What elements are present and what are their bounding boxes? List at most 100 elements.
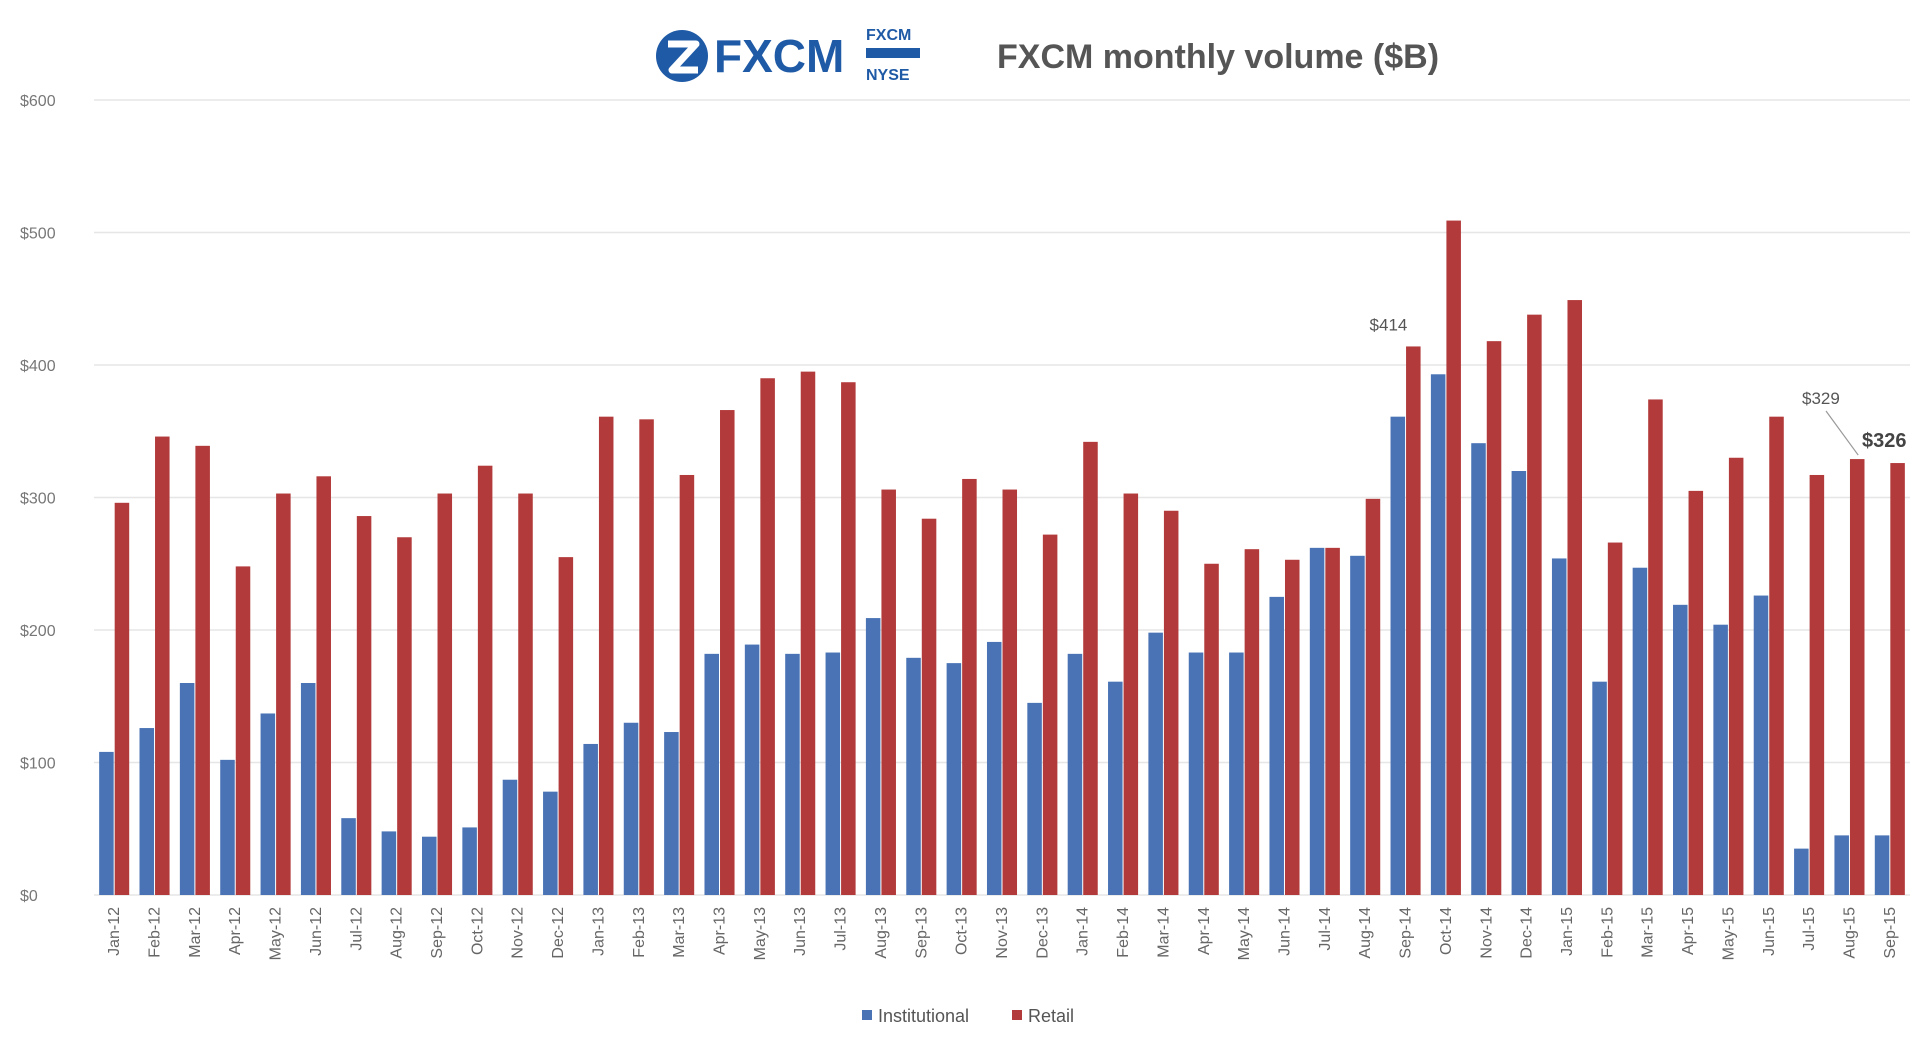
bar-institutional (300, 683, 316, 895)
x-tick-label: Jan-14 (1075, 907, 1092, 956)
bar-retail (1728, 457, 1744, 895)
logo-brand: FXCM (714, 30, 844, 82)
x-tick-label: Apr-12 (227, 907, 244, 955)
x-tick-label: Jun-13 (792, 907, 809, 956)
bar-retail (598, 416, 614, 895)
bar-institutional (1108, 681, 1123, 895)
bar-institutional (421, 836, 437, 895)
bar-institutional (1027, 702, 1042, 895)
fxcm-logo: FXCM FXCM NYSE (656, 27, 920, 84)
bar-retail (1849, 459, 1865, 895)
bar-institutional (260, 713, 276, 895)
x-tick-label: Mar-15 (1640, 907, 1657, 958)
x-tick-label: Jan-12 (106, 907, 123, 956)
bar-institutional (1188, 652, 1204, 895)
legend-label-retail: Retail (1028, 1006, 1074, 1026)
x-tick-label: Mar-13 (671, 907, 688, 958)
x-tick-label: Mar-12 (187, 907, 204, 958)
bar-institutional (1350, 555, 1365, 895)
bar-retail (841, 382, 856, 896)
bar-institutional (1067, 653, 1083, 895)
bars (99, 220, 1905, 896)
x-tick-label: Dec-12 (550, 907, 567, 959)
bar-retail (1002, 489, 1018, 895)
x-tick-label: Feb-13 (631, 907, 648, 958)
bar-retail (679, 474, 695, 895)
logo-z-icon (668, 40, 700, 74)
x-tick-label: Nov-14 (1478, 907, 1495, 959)
bar-retail (881, 489, 896, 895)
x-tick-label: Mar-14 (1155, 907, 1172, 958)
annotations: $414 $329 $326 (1370, 315, 1907, 456)
bar-retail (114, 502, 130, 895)
x-tick-label: Jan-15 (1559, 907, 1576, 956)
bar-retail (1284, 559, 1300, 895)
x-tick-label: Jan-13 (590, 907, 607, 956)
bar-institutional (1834, 835, 1849, 895)
bar-retail (1163, 510, 1179, 895)
bar-retail (1486, 341, 1502, 895)
x-tick-label: Jun-12 (308, 907, 325, 956)
bar-institutional (1229, 652, 1244, 895)
bar-institutional (1753, 595, 1769, 895)
x-tick-label: Dec-14 (1519, 907, 1536, 959)
bar-retail (558, 557, 574, 895)
bar-retail (1406, 346, 1421, 895)
bar-institutional (1713, 624, 1728, 895)
x-tick-label: Feb-15 (1599, 907, 1616, 958)
y-tick-label: $600 (20, 93, 56, 110)
annotation-label: $414 (1370, 315, 1408, 334)
bar-retail (760, 378, 775, 895)
x-tick-label: Nov-13 (994, 907, 1011, 959)
x-tick-label: Nov-12 (510, 907, 527, 959)
bar-retail (1607, 542, 1623, 895)
bar-retail (477, 465, 493, 895)
legend-swatch-institutional (862, 1010, 872, 1020)
bar-institutional (1673, 604, 1688, 895)
bar-retail (1769, 416, 1784, 895)
annotation-leader-line (1825, 410, 1859, 456)
legend-label-institutional: Institutional (878, 1006, 969, 1026)
bar-retail (235, 566, 251, 895)
y-axis-ticks: $0 $100 $200 $300 $400 $500 $600 (20, 93, 56, 905)
bar-institutional (341, 818, 356, 895)
x-tick-label: Feb-12 (147, 907, 164, 958)
bar-institutional (623, 722, 639, 895)
bar-institutional (1309, 547, 1325, 895)
bar-retail (1204, 563, 1219, 895)
bar-institutional (1794, 848, 1809, 895)
bar-retail (1244, 549, 1260, 895)
bar-institutional (462, 827, 477, 895)
bar-retail (1688, 490, 1704, 895)
bar-retail (1083, 441, 1098, 895)
bar-institutional (502, 779, 518, 895)
x-tick-label: Jul-12 (348, 907, 365, 951)
y-tick-label: $0 (20, 888, 38, 905)
x-tick-label: Apr-14 (1196, 907, 1213, 955)
grid-lines (94, 99, 1910, 896)
x-tick-label: May-15 (1720, 907, 1737, 960)
x-tick-label: Apr-13 (712, 907, 729, 955)
bar-institutional (543, 791, 558, 895)
x-tick-label: May-13 (752, 907, 769, 960)
bar-institutional (865, 618, 881, 895)
x-tick-label: Jul-13 (833, 907, 850, 951)
y-tick-label: $200 (20, 623, 56, 640)
bar-retail (518, 493, 533, 895)
y-tick-label: $100 (20, 756, 56, 773)
y-tick-label: $400 (20, 358, 56, 375)
logo-badge-top: FXCM (866, 27, 911, 44)
chart-title: FXCM monthly volume ($B) (997, 38, 1439, 76)
bar-institutional (1390, 416, 1406, 895)
x-tick-label: Jul-15 (1801, 907, 1818, 951)
bar-institutional (1551, 558, 1567, 895)
bar-institutional (946, 663, 962, 895)
x-tick-label: Aug-12 (389, 907, 406, 959)
bar-retail (800, 371, 816, 895)
bar-institutional (785, 653, 800, 895)
bar-institutional (1874, 835, 1890, 895)
bar-retail (155, 436, 170, 895)
x-tick-label: Sep-15 (1882, 907, 1899, 959)
